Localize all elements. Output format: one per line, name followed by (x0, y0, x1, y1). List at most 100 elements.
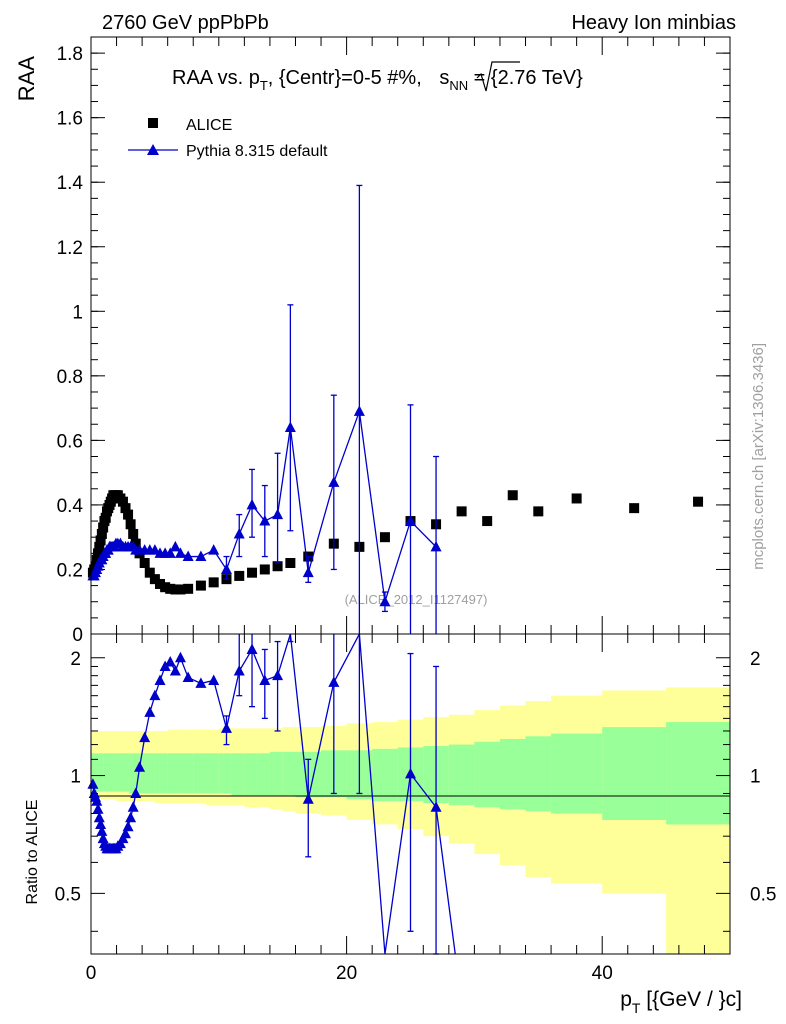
main-y-tick-label: 1.2 (57, 238, 83, 259)
x-axis-label-sub: T (632, 1000, 641, 1016)
ratio-point (95, 818, 107, 829)
ratio-y-axis-label: Ratio to ALICE (24, 800, 41, 905)
x-axis-label: pT [{GeV / }c] (620, 988, 742, 1016)
main-y-tick-label: 0 (72, 625, 83, 646)
ratio-y-tick-label: 2 (70, 649, 81, 670)
alice-point (93, 548, 104, 559)
alice-point (285, 558, 296, 569)
alice-point (259, 564, 270, 575)
ratio-point (149, 689, 161, 701)
pythia-point (405, 515, 416, 526)
ratio-point (195, 677, 207, 688)
ratio-series-markers (87, 643, 442, 854)
inner-band-bin (231, 753, 245, 796)
ratio-point (174, 651, 186, 663)
ratio-frame (90, 633, 731, 955)
inner-band-bin (116, 753, 130, 792)
alice-point (195, 580, 206, 591)
pythia-series-markers (87, 405, 442, 607)
pythia-point (353, 405, 365, 416)
ratio-point (122, 820, 134, 832)
alice-point (128, 528, 139, 539)
main-y-tick-label: 1.8 (57, 44, 83, 65)
ratio-tick-labels: 0.5 0.51 12 20 20 40 (55, 649, 777, 984)
alice-point (693, 496, 704, 507)
main-y-tick-label: 1.6 (57, 109, 83, 130)
inner-band-bin (269, 751, 284, 796)
inner-band-bin (525, 736, 552, 812)
alice-point (117, 496, 128, 507)
alice-point (130, 538, 141, 549)
alice-point (91, 554, 102, 565)
main-y-axis-label: RAA (14, 56, 39, 102)
plot-title-sub-a: T (260, 78, 268, 93)
inner-band-bin (193, 753, 207, 794)
inner-band-bin (602, 727, 667, 820)
pythia-point (430, 540, 442, 552)
main-axis-ticks (90, 36, 731, 635)
pythia-point (208, 544, 220, 555)
plot-title-part-b: , {Centr}=0-5 #%, (268, 67, 428, 89)
alice-point (533, 506, 544, 517)
ratio-point (139, 731, 151, 743)
legend-alice-label: ALICE (186, 117, 232, 134)
ratio-y-tick-label-right: 1 (750, 767, 761, 788)
inner-band-bin (474, 741, 501, 808)
x-tick-label: 20 (336, 963, 357, 984)
alice-point (183, 583, 194, 594)
ratio-point (96, 825, 108, 836)
alice-point (482, 516, 493, 527)
plot-title-root-sub: NN (449, 78, 468, 93)
main-panel: 0 0.2 0.4 0.6 0.8 1 1.2 1.4 1.6 1.8 RAA (ALICE_20… (14, 36, 731, 646)
watermark: (ALICE_2012_I1127497) (345, 592, 488, 607)
pythia-point (233, 527, 245, 539)
ratio-point (127, 801, 139, 812)
ratio-panel: 0.5 0.51 12 20 20 40 Ratio to ALICE pT [{GeV … (24, 631, 777, 1016)
header-right: Heavy Ion minbias (571, 12, 736, 34)
inner-band-bin (372, 748, 399, 802)
plot-title: RAA vs. pT, {Centr}=0-5 #%, sNN = {2.76 … (172, 67, 583, 93)
ratio-point (159, 660, 171, 671)
main-y-tick-label: 0.4 (57, 496, 84, 517)
ratio-point (246, 643, 258, 654)
main-y-tick-label: 0.2 (57, 560, 83, 581)
alice-point (98, 522, 109, 533)
ratio-point (405, 767, 416, 779)
ratio-y-tick-label-right: 2 (750, 649, 761, 670)
ratio-point (144, 706, 156, 717)
legend-alice-marker (148, 118, 158, 128)
pythia-point (284, 421, 296, 432)
x-tick-label: 40 (592, 963, 613, 984)
inner-band-bin (257, 753, 271, 796)
pythia-error-bars (223, 184, 440, 634)
ratio-point (125, 811, 137, 823)
ratio-point (164, 656, 176, 667)
pythia-point (379, 595, 391, 607)
pythia-point (328, 476, 340, 487)
ratio-point (91, 795, 103, 806)
pythia-point (174, 547, 186, 558)
x-axis-label-p: p (620, 988, 632, 1011)
main-y-tick-label: 1.4 (57, 173, 84, 194)
header-left: 2760 GeV ppPbPb (102, 12, 269, 34)
inner-band-bin (180, 753, 194, 794)
pythia-point (220, 563, 232, 574)
alice-point (247, 567, 258, 578)
ratio-point (272, 669, 284, 681)
ratio-point (134, 761, 146, 772)
alice-point (120, 503, 131, 514)
ratio-point (208, 674, 220, 685)
x-axis-label-rest: [{GeV / }c] (640, 988, 742, 1011)
sqrt-radical (476, 61, 520, 92)
ratio-point (302, 793, 314, 804)
pythia-point (182, 550, 194, 562)
alice-point (165, 583, 176, 594)
alice-point (234, 570, 245, 581)
ratio-point (233, 665, 245, 676)
main-y-tick-label: 0.8 (57, 367, 83, 388)
inner-band-bin (666, 722, 731, 825)
inner-band-bin (154, 753, 169, 794)
alice-point (125, 519, 136, 530)
alice-point (95, 535, 106, 546)
